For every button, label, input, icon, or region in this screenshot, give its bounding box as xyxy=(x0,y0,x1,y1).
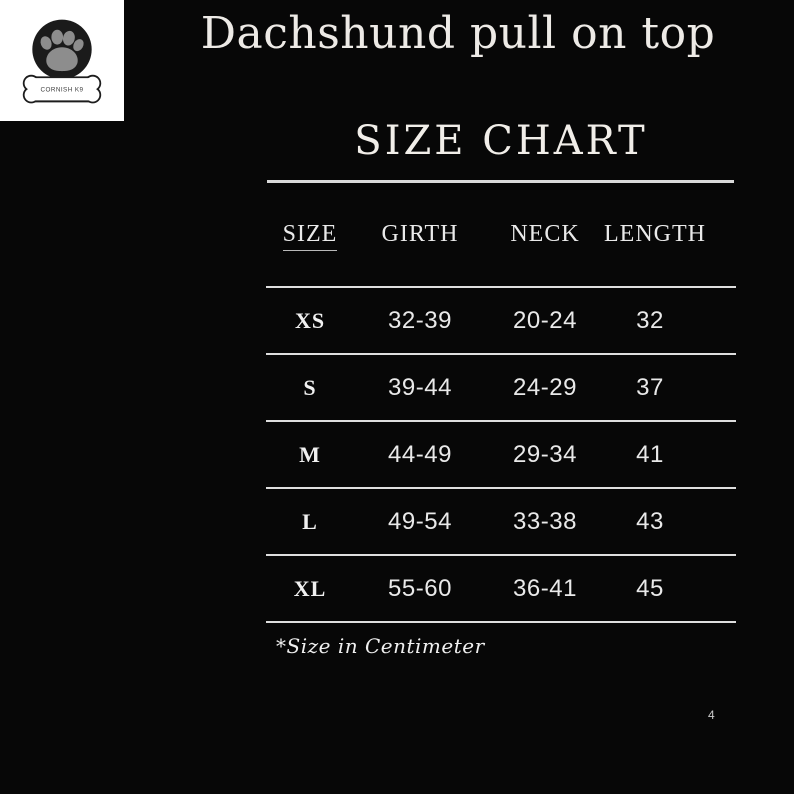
column-header-size: SIZE xyxy=(266,221,354,251)
product-title: Dachshund pull on top xyxy=(200,8,716,59)
cell-length: 45 xyxy=(636,574,664,602)
cell-girth: 55-60 xyxy=(388,574,452,602)
size-chart-table: SIZE GIRTH NECK LENGTH XS 32-39 20-24 32… xyxy=(266,183,736,623)
cell-size: M xyxy=(299,441,321,467)
table-row-m: M 44-49 29-34 41 xyxy=(266,422,736,489)
cell-girth: 39-44 xyxy=(388,373,452,401)
cell-length: 43 xyxy=(636,507,664,535)
heading-divider xyxy=(267,180,734,183)
column-header-neck: NECK xyxy=(510,221,580,247)
cell-girth: 32-39 xyxy=(388,306,452,334)
cell-neck: 29-34 xyxy=(513,440,577,468)
page-number: 4 xyxy=(708,708,715,722)
cell-neck: 33-38 xyxy=(513,507,577,535)
cell-size: XL xyxy=(293,575,327,601)
cell-neck: 36-41 xyxy=(513,574,577,602)
brand-name: CORNISH K9 xyxy=(40,86,83,93)
cell-size: XS xyxy=(294,307,326,333)
table-header-row: SIZE GIRTH NECK LENGTH xyxy=(266,183,736,288)
cell-length: 37 xyxy=(636,373,664,401)
cell-length: 32 xyxy=(636,306,664,334)
cell-neck: 20-24 xyxy=(513,306,577,334)
column-header-girth: GIRTH xyxy=(381,221,459,247)
table-row-xl: XL 55-60 36-41 45 xyxy=(266,556,736,623)
table-row-s: S 39-44 24-29 37 xyxy=(266,355,736,422)
paw-logo-icon: CORNISH K9 xyxy=(22,19,102,103)
cell-girth: 49-54 xyxy=(388,507,452,535)
table-row-xs: XS 32-39 20-24 32 xyxy=(266,288,736,355)
cell-neck: 24-29 xyxy=(513,373,577,401)
column-header-length: LENGTH xyxy=(604,221,706,247)
table-row-l: L 49-54 33-38 43 xyxy=(266,489,736,556)
cell-size: L xyxy=(302,508,318,534)
size-chart-heading: SIZE CHART xyxy=(354,118,648,164)
brand-logo: CORNISH K9 xyxy=(0,0,124,121)
cell-size: S xyxy=(303,374,317,400)
paw-print-icon xyxy=(40,29,84,71)
unit-note: *Size in Centimeter xyxy=(276,634,485,658)
cell-length: 41 xyxy=(636,440,664,468)
cell-girth: 44-49 xyxy=(388,440,452,468)
